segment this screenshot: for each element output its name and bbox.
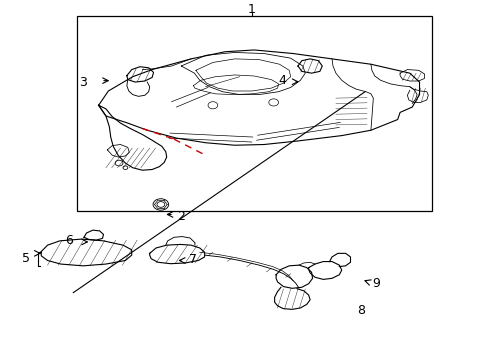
Bar bbox=[77, 16, 431, 211]
Text: 9: 9 bbox=[371, 277, 379, 290]
Text: 3: 3 bbox=[79, 76, 86, 89]
Text: 4: 4 bbox=[277, 74, 285, 87]
Text: 5: 5 bbox=[21, 252, 30, 265]
Text: 1: 1 bbox=[247, 3, 255, 16]
Text: 7: 7 bbox=[188, 253, 196, 266]
Text: 8: 8 bbox=[356, 304, 365, 317]
Text: 2: 2 bbox=[177, 210, 185, 223]
Text: 6: 6 bbox=[65, 234, 73, 247]
